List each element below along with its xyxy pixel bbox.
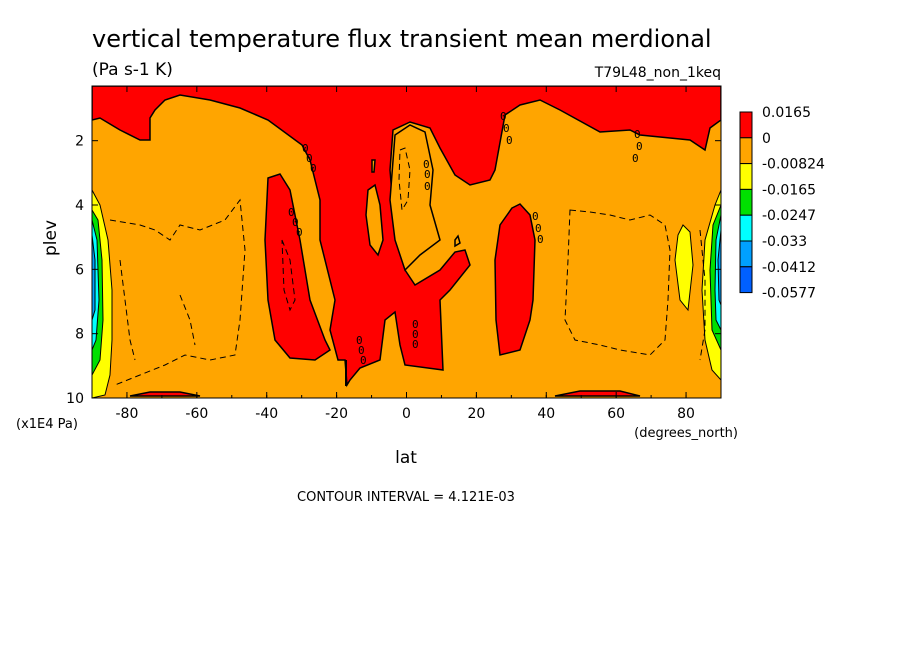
svg-text:0: 0 — [500, 110, 507, 123]
colorbar-swatch — [739, 214, 753, 242]
region-surface-south — [129, 391, 201, 397]
svg-text:0: 0 — [356, 334, 363, 347]
colorbar-label: -0.00824 — [762, 157, 825, 173]
region-south-midlat — [264, 173, 331, 361]
svg-text:0: 0 — [306, 152, 313, 165]
svg-text:0: 0 — [412, 318, 419, 331]
colorbar-swatch — [739, 163, 753, 190]
holes — [365, 124, 461, 272]
colorbar-swatch — [739, 266, 753, 294]
colorbar-label: 0.0165 — [762, 105, 811, 121]
svg-text:0: 0 — [412, 328, 419, 341]
region-north-midlat — [494, 203, 536, 356]
y-axis-label: plev — [41, 220, 61, 256]
svg-text:0: 0 — [360, 354, 367, 367]
dataset-label: T79L48_non_1keq — [594, 65, 721, 81]
region-surface-north — [554, 390, 641, 397]
x-axis: -80 -60 -40 -20 0 20 40 60 80 — [91, 86, 722, 422]
svg-text:0: 0 — [634, 128, 641, 141]
y-units-label: (x1E4 Pa) — [16, 417, 78, 432]
colorbar: 0.0165 0 -0.00824 -0.0165 -0.0247 -0.033 -0.04… — [739, 105, 825, 302]
x-tick-label: -20 — [325, 406, 348, 422]
svg-text:0: 0 — [302, 142, 309, 155]
svg-text:0: 0 — [424, 180, 431, 193]
colorbar-label: -0.0412 — [762, 260, 816, 276]
colorbar-swatch — [739, 240, 753, 268]
dash-eq-1 — [398, 147, 411, 212]
contour-interval-text: CONTOUR INTERVAL = 4.121E-03 — [297, 490, 515, 505]
dash-south-3 — [179, 294, 196, 346]
y-tick-label: 2 — [75, 134, 84, 150]
colorbar-label: -0.0247 — [762, 208, 816, 224]
colorbar-label: -0.033 — [762, 234, 807, 250]
x-tick-label: 20 — [467, 406, 485, 422]
colorbar-swatch — [739, 111, 753, 139]
hole-sp-notch — [371, 159, 376, 173]
north-blue — [717, 229, 721, 306]
svg-text:0: 0 — [296, 226, 303, 239]
x-tick-label: 40 — [537, 406, 555, 422]
dash-north-1 — [564, 209, 671, 356]
chart-title: vertical temperature flux transient mean… — [92, 25, 712, 53]
dash-south-2 — [119, 259, 136, 361]
svg-text:0: 0 — [506, 134, 513, 147]
hole-north-small — [454, 234, 461, 248]
x-units-label: (degrees_north) — [634, 426, 738, 441]
x-tick-label: 0 — [402, 406, 411, 422]
units-label: (Pa s-1 K) — [92, 60, 173, 80]
south-blue — [92, 234, 96, 321]
x-tick-label: 60 — [607, 406, 625, 422]
svg-text:0: 0 — [632, 152, 639, 165]
y-axis: 2 4 6 8 10 — [66, 134, 721, 407]
svg-text:0: 0 — [423, 158, 430, 171]
dash-s-midlat — [281, 239, 296, 312]
x-tick-label: 80 — [677, 406, 695, 422]
hole-south-small — [365, 183, 384, 257]
colorbar-swatch — [739, 188, 753, 216]
x-tick-label: -60 — [185, 406, 208, 422]
x-tick-label: -40 — [255, 406, 278, 422]
colorbar-swatch — [739, 137, 753, 165]
region-top-band — [92, 86, 721, 388]
svg-text:0: 0 — [358, 344, 365, 357]
svg-text:0: 0 — [636, 140, 643, 153]
y-tick-label: 6 — [75, 262, 84, 278]
hole-equator — [389, 124, 441, 272]
svg-text:0: 0 — [537, 233, 544, 246]
dash-north-2 — [699, 229, 706, 361]
y-tick-label: 4 — [75, 198, 84, 214]
svg-text:0: 0 — [424, 168, 431, 181]
colorbar-label: -0.0577 — [762, 286, 816, 302]
x-tick-label: -80 — [116, 406, 139, 422]
svg-text:0: 0 — [532, 210, 539, 223]
svg-text:0: 0 — [310, 162, 317, 175]
contour-labels: 000 000 000 000 000 000 000 000 — [288, 110, 643, 367]
svg-text:0: 0 — [292, 216, 299, 229]
colorbar-label: 0 — [762, 131, 771, 147]
dash-south-1 — [109, 198, 246, 386]
svg-text:0: 0 — [503, 122, 510, 135]
negative-regions — [92, 189, 721, 398]
north-yellow-blob — [674, 224, 694, 312]
colorbar-label: -0.0165 — [762, 182, 816, 198]
positive-regions — [92, 86, 721, 397]
negative-contours — [109, 147, 706, 386]
svg-text:0: 0 — [535, 222, 542, 235]
contour-field: 000 000 000 000 000 000 000 000 — [92, 86, 721, 398]
x-axis-label: lat — [395, 448, 417, 468]
svg-text:0: 0 — [288, 206, 295, 219]
y-tick-label: 8 — [75, 327, 84, 343]
y-tick-label: 10 — [66, 391, 84, 407]
svg-text:0: 0 — [412, 338, 419, 351]
